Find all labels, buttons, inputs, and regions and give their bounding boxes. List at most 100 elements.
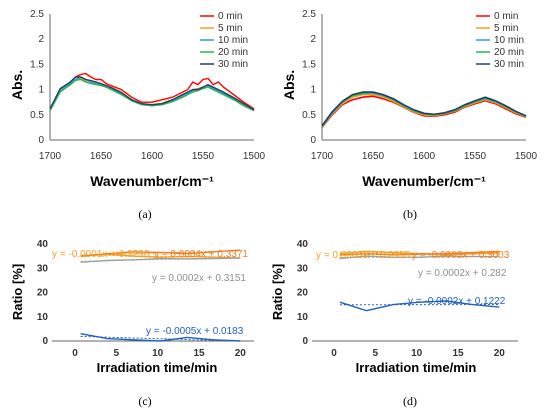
trendline-label: y = 0.0004x + 0.3371 bbox=[154, 249, 248, 260]
chart-a-ytick: 1.5 bbox=[30, 59, 44, 70]
chart-c-xtick: 10 bbox=[152, 348, 164, 359]
chart-c-series bbox=[80, 249, 241, 342]
chart-c-ylabel: Ratio [%] bbox=[10, 264, 25, 320]
chart-d-ylabel: Ratio [%] bbox=[270, 264, 285, 320]
chart-a-series-line bbox=[49, 76, 255, 111]
legend-entry: 30 min bbox=[218, 59, 248, 70]
chart-a-series-line bbox=[49, 72, 255, 111]
legend-entry: 20 min bbox=[494, 47, 524, 58]
chart-b-xtick: 1500 bbox=[515, 151, 538, 162]
chart-d-xtick: 0 bbox=[331, 348, 337, 359]
trendline-label: y = 0.0002x + 0.282 bbox=[418, 268, 507, 279]
chart-c-panel-label: (c) bbox=[138, 394, 151, 408]
chart-c-x-ticks: 0 5 10 15 20 bbox=[72, 348, 246, 359]
chart-d-ytick: 20 bbox=[297, 288, 309, 299]
chart-a-xlabel: Wavenumber/cm⁻¹ bbox=[90, 173, 214, 189]
chart-a-xtick: 1650 bbox=[90, 151, 113, 162]
trendline-label: y = 0.0003x + 0.2955 bbox=[316, 250, 410, 261]
chart-d-trendline bbox=[339, 252, 500, 255]
chart-a-series bbox=[49, 72, 255, 112]
chart-d-xtick: 10 bbox=[411, 348, 423, 359]
chart-d: 0 10 20 30 40 0 5 10 15 20 Ratio [%] Irr… bbox=[270, 239, 518, 408]
chart-c-series-line bbox=[80, 333, 241, 342]
chart-a-ytick: 0 bbox=[38, 135, 44, 146]
chart-a-xtick: 1500 bbox=[243, 151, 266, 162]
chart-a-ytick: 1 bbox=[38, 85, 44, 96]
chart-c-xtick: 5 bbox=[114, 348, 120, 359]
chart-c-xtick: 20 bbox=[235, 348, 247, 359]
legend-entry: 20 min bbox=[218, 47, 248, 58]
chart-c-trendline bbox=[80, 335, 241, 342]
trendline-label: y = -0.0001x + 0.3296 bbox=[52, 249, 150, 260]
chart-a-ytick: 2 bbox=[38, 34, 44, 45]
chart-b-series-line bbox=[321, 91, 527, 127]
chart-b-xlabel: Wavenumber/cm⁻¹ bbox=[362, 173, 486, 189]
chart-d-ytick: 40 bbox=[297, 239, 309, 250]
chart-a-ylabel: Abs. bbox=[9, 70, 25, 100]
chart-c-trendline bbox=[80, 257, 241, 262]
trendline-label: y = 0.0002x + 0.3151 bbox=[152, 273, 246, 284]
chart-d-y-ticks: 0 10 20 30 40 bbox=[297, 239, 309, 347]
chart-a-xtick: 1700 bbox=[39, 151, 62, 162]
trendline-label: y = -0.0003x + 0.3003 bbox=[412, 250, 510, 261]
chart-b-ylabel: Abs. bbox=[281, 70, 297, 100]
chart-b-ytick: 2.5 bbox=[302, 9, 316, 20]
trendline-label: y = -0.0005x + 0.0183 bbox=[146, 326, 244, 337]
chart-c-ytick: 0 bbox=[42, 336, 48, 347]
chart-b-xtick: 1650 bbox=[362, 151, 385, 162]
trendline-label: y = -0.0002x + 0.1222 bbox=[408, 296, 506, 307]
chart-c-ytick: 30 bbox=[37, 263, 49, 274]
chart-d-x-ticks: 0 5 10 15 20 bbox=[331, 348, 505, 359]
chart-b-ytick: 0 bbox=[310, 135, 316, 146]
chart-b-ytick: 2 bbox=[310, 34, 316, 45]
chart-c-y-ticks: 0 10 20 30 40 bbox=[37, 239, 49, 347]
chart-d-ytick: 30 bbox=[297, 263, 309, 274]
chart-a-series-line bbox=[49, 78, 255, 112]
chart-b-legend: 0 min 5 min 10 min 20 min 30 min bbox=[476, 11, 524, 70]
chart-d-xlabel: Irradiation time/min bbox=[356, 360, 477, 375]
chart-a-ytick: 2.5 bbox=[30, 9, 44, 20]
chart-a-x-ticks: 1700 1650 1600 1550 1500 bbox=[39, 151, 266, 162]
legend-entry: 0 min bbox=[218, 11, 242, 22]
chart-d-xtick: 20 bbox=[494, 348, 506, 359]
chart-a: 0 0.5 1 1.5 2 2.5 1700 1650 1600 1550 15… bbox=[9, 9, 266, 221]
chart-b-x-ticks: 1700 1650 1600 1550 1500 bbox=[311, 151, 538, 162]
chart-c: 0 10 20 30 40 0 5 10 15 20 Ratio [%] Irr… bbox=[10, 239, 254, 408]
legend-entry: 0 min bbox=[494, 11, 518, 22]
chart-c-ytick: 40 bbox=[37, 239, 49, 250]
chart-b-ytick: 0.5 bbox=[302, 110, 316, 121]
chart-b-y-ticks: 0 0.5 1 1.5 2 2.5 bbox=[302, 9, 316, 146]
chart-b-xtick: 1600 bbox=[413, 151, 436, 162]
chart-c-xlabel: Irradiation time/min bbox=[97, 360, 218, 375]
chart-d-ytick: 10 bbox=[297, 312, 309, 323]
chart-a-panel-label: (a) bbox=[138, 207, 151, 221]
legend-entry: 10 min bbox=[218, 35, 248, 46]
chart-d-panel-label: (d) bbox=[403, 394, 417, 408]
chart-d-ytick: 0 bbox=[302, 336, 308, 347]
chart-d-xtick: 5 bbox=[373, 348, 379, 359]
chart-b-series-line bbox=[321, 93, 527, 128]
legend-entry: 10 min bbox=[494, 35, 524, 46]
legend-entry: 5 min bbox=[218, 23, 242, 34]
chart-c-xtick: 15 bbox=[193, 348, 205, 359]
chart-c-ytick: 20 bbox=[37, 288, 49, 299]
chart-d-series bbox=[339, 250, 500, 312]
chart-c-trendline bbox=[80, 250, 241, 256]
chart-a-legend: 0 min 5 min 10 min 20 min 30 min bbox=[200, 11, 248, 70]
chart-b-ytick: 1.5 bbox=[302, 59, 316, 70]
chart-b-series bbox=[321, 91, 527, 128]
chart-a-ytick: 0.5 bbox=[30, 110, 44, 121]
chart-d-trendline bbox=[339, 255, 500, 259]
chart-b-ytick: 1 bbox=[310, 85, 316, 96]
chart-b-xtick: 1700 bbox=[311, 151, 334, 162]
chart-c-ytick: 10 bbox=[37, 312, 49, 323]
chart-b-series-line bbox=[321, 95, 527, 128]
chart-a-xtick: 1600 bbox=[141, 151, 164, 162]
chart-a-y-ticks: 0 0.5 1 1.5 2 2.5 bbox=[30, 9, 44, 146]
chart-b: 0 0.5 1 1.5 2 2.5 1700 1650 1600 1550 15… bbox=[281, 9, 538, 221]
chart-c-xtick: 0 bbox=[72, 348, 78, 359]
chart-b-panel-label: (b) bbox=[403, 207, 417, 221]
chart-d-trendline bbox=[339, 251, 500, 256]
legend-entry: 5 min bbox=[494, 23, 518, 34]
